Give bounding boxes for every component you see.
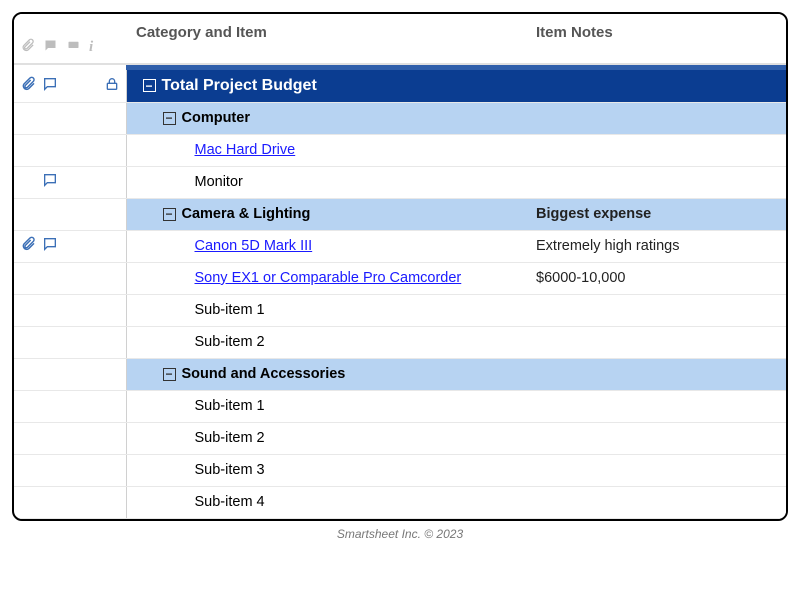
attachment-icon [20, 38, 35, 57]
item-label: Sub-item 2 [195, 430, 265, 446]
item-link[interactable]: Mac Hard Drive [195, 142, 296, 158]
spreadsheet: i Category and Item Item Notes −Total Pr… [12, 12, 788, 521]
item-label: Sub-item 1 [195, 398, 265, 414]
comment-icon[interactable] [42, 76, 58, 96]
table-row[interactable]: Sub-item 1 [14, 390, 786, 422]
category-cell[interactable]: Mac Hard Drive [126, 134, 526, 166]
flag-icon [66, 38, 81, 57]
table-row[interactable]: −Computer [14, 102, 786, 134]
item-label: Sound and Accessories [182, 366, 346, 382]
collapse-toggle[interactable]: − [143, 79, 156, 92]
notes-column-header[interactable]: Item Notes [526, 14, 786, 64]
table-row[interactable]: −Camera & LightingBiggest expense [14, 198, 786, 230]
header-row: i Category and Item Item Notes [14, 14, 786, 64]
row-indicators [14, 102, 126, 134]
category-cell[interactable]: −Computer [126, 102, 526, 134]
indicator-column-header: i [14, 14, 126, 64]
row-indicators [14, 422, 126, 454]
category-cell[interactable]: Canon 5D Mark III [126, 230, 526, 262]
row-indicators [14, 198, 126, 230]
category-cell[interactable]: Sub-item 2 [126, 326, 526, 358]
table-row[interactable]: Sony EX1 or Comparable Pro Camcorder $600… [14, 262, 786, 294]
table-row[interactable]: Sub-item 2 [14, 326, 786, 358]
item-label: Camera & Lighting [182, 206, 311, 222]
notes-cell[interactable] [526, 390, 786, 422]
category-column-header[interactable]: Category and Item [126, 14, 526, 64]
item-link[interactable]: Sony EX1 or Comparable Pro Camcorder [195, 270, 462, 286]
row-indicators [14, 358, 126, 390]
row-indicators [14, 294, 126, 326]
table-row[interactable]: Canon 5D Mark III Extremely high ratings [14, 230, 786, 262]
row-indicators [14, 454, 126, 486]
row-indicators [14, 166, 126, 198]
table-row[interactable]: Sub-item 3 [14, 454, 786, 486]
category-cell[interactable]: Sony EX1 or Comparable Pro Camcorder [126, 262, 526, 294]
table-row[interactable]: Mac Hard Drive [14, 134, 786, 166]
notes-cell[interactable]: $6000-10,000 [526, 262, 786, 294]
notes-cell[interactable] [526, 454, 786, 486]
notes-cell[interactable]: Extremely high ratings [526, 230, 786, 262]
info-icon: i [89, 39, 93, 56]
category-cell[interactable]: Sub-item 4 [126, 486, 526, 518]
collapse-toggle[interactable]: − [163, 368, 176, 381]
notes-cell[interactable]: Biggest expense [526, 198, 786, 230]
category-cell[interactable]: Sub-item 3 [126, 454, 526, 486]
comment-icon[interactable] [42, 236, 58, 256]
row-indicators [14, 230, 126, 262]
category-cell[interactable]: −Sound and Accessories [126, 358, 526, 390]
table-row[interactable]: Sub-item 2 [14, 422, 786, 454]
table-row[interactable]: −Total Project Budget [14, 70, 786, 102]
category-cell[interactable]: Monitor [126, 166, 526, 198]
table-row[interactable]: Monitor [14, 166, 786, 198]
category-cell[interactable]: Sub-item 1 [126, 294, 526, 326]
attachment-icon[interactable] [20, 76, 36, 96]
notes-cell[interactable] [526, 102, 786, 134]
table-row[interactable]: Sub-item 4 [14, 486, 786, 518]
category-cell[interactable]: −Total Project Budget [126, 70, 526, 102]
item-label: Sub-item 1 [195, 302, 265, 318]
grid: i Category and Item Item Notes −Total Pr… [14, 14, 786, 519]
item-label: Computer [182, 110, 250, 126]
item-link[interactable]: Canon 5D Mark III [195, 238, 313, 254]
row-indicators [14, 486, 126, 518]
item-label: Sub-item 4 [195, 494, 265, 510]
notes-cell[interactable] [526, 358, 786, 390]
comment-icon[interactable] [42, 172, 58, 192]
collapse-toggle[interactable]: − [163, 208, 176, 221]
row-indicators [14, 70, 126, 102]
notes-cell[interactable] [526, 166, 786, 198]
notes-cell[interactable] [526, 486, 786, 518]
collapse-toggle[interactable]: − [163, 112, 176, 125]
row-indicators [14, 134, 126, 166]
notes-cell[interactable] [526, 70, 786, 102]
table-row[interactable]: −Sound and Accessories [14, 358, 786, 390]
notes-cell[interactable] [526, 134, 786, 166]
table-row[interactable]: Sub-item 1 [14, 294, 786, 326]
item-label: Monitor [195, 174, 243, 190]
item-label: Total Project Budget [162, 77, 317, 95]
row-indicators [14, 326, 126, 358]
category-cell[interactable]: Sub-item 1 [126, 390, 526, 422]
category-cell[interactable]: −Camera & Lighting [126, 198, 526, 230]
row-indicators [14, 262, 126, 294]
item-label: Sub-item 2 [195, 334, 265, 350]
notes-cell[interactable] [526, 294, 786, 326]
row-indicators [14, 390, 126, 422]
footer-text: Smartsheet Inc. © 2023 [12, 521, 788, 541]
category-cell[interactable]: Sub-item 2 [126, 422, 526, 454]
lock-icon [104, 76, 120, 96]
comment-icon [43, 38, 58, 57]
item-label: Sub-item 3 [195, 462, 265, 478]
notes-cell[interactable] [526, 422, 786, 454]
attachment-icon[interactable] [20, 236, 36, 256]
notes-cell[interactable] [526, 326, 786, 358]
